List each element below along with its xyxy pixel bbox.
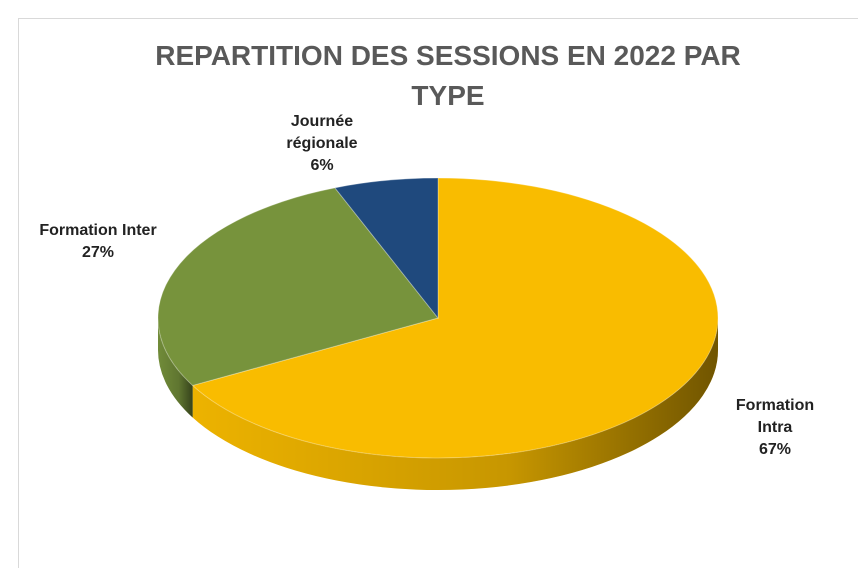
data-label: Formation Inter 27% — [39, 220, 156, 264]
pie-slice — [334, 177, 439, 320]
chart-title: REPARTITION DES SESSIONS EN 2022 PAR TYP… — [155, 40, 741, 111]
chart-frame — [18, 18, 858, 568]
side-shade — [158, 318, 193, 418]
data-label: Formation Intra 67% — [734, 395, 817, 461]
category-label: Journée régionale — [286, 113, 358, 152]
category-label: Formation Inter — [39, 222, 157, 239]
pie-slice — [157, 187, 439, 387]
category-label: Formation Intra — [735, 397, 815, 436]
value-label: 27% — [81, 244, 115, 261]
value-label: 6% — [310, 157, 334, 174]
value-label: 67% — [758, 441, 792, 458]
data-label: Journée régionale 6% — [267, 111, 377, 177]
side-shade — [192, 318, 718, 490]
pie-slice — [191, 177, 719, 459]
